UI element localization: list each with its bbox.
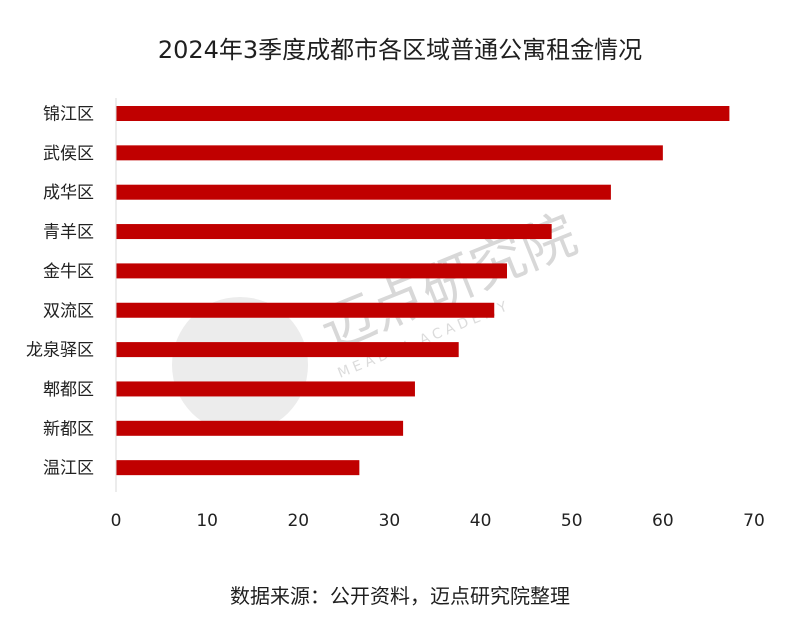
category-label-5: 双流区 (43, 301, 94, 321)
x-tick-label-5: 50 (561, 511, 583, 531)
bar-4 (116, 263, 508, 279)
category-label-1: 武侯区 (43, 144, 94, 164)
category-label-8: 新都区 (43, 419, 94, 439)
x-tick-label-6: 60 (652, 511, 674, 531)
bar-0 (116, 106, 730, 121)
bar-6 (116, 342, 459, 358)
category-label-9: 温江区 (43, 459, 94, 479)
bar-3 (116, 224, 552, 240)
category-label-7: 郫都区 (43, 380, 94, 400)
source-note: 数据来源：公开资料，迈点研究院整理 (230, 584, 570, 608)
bar-9 (116, 460, 360, 476)
x-tick-label-7: 70 (743, 511, 765, 531)
x-tick-label-2: 20 (287, 511, 309, 531)
x-tick-label-0: 0 (111, 511, 122, 531)
bars-group (116, 106, 730, 476)
bar-1 (116, 145, 663, 161)
bar-2 (116, 184, 611, 200)
category-label-3: 青羊区 (43, 223, 94, 243)
x-tick-label-1: 10 (196, 511, 218, 531)
x-tick-label-4: 40 (470, 511, 492, 531)
x-tick-label-3: 30 (379, 511, 401, 531)
x-tick-labels: 0 10 20 30 40 50 60 70 (111, 511, 765, 531)
category-label-2: 成华区 (43, 183, 94, 203)
watermark-logo-icon (172, 297, 308, 433)
bar-5 (116, 302, 495, 318)
category-label-6: 龙泉驿区 (26, 341, 94, 361)
category-label-0: 锦江区 (43, 105, 94, 125)
category-label-4: 金牛区 (43, 262, 94, 282)
bar-8 (116, 420, 404, 436)
bar-7 (116, 381, 415, 397)
chart-title: 2024年3季度成都市各区域普通公寓租金情况 (157, 36, 643, 64)
